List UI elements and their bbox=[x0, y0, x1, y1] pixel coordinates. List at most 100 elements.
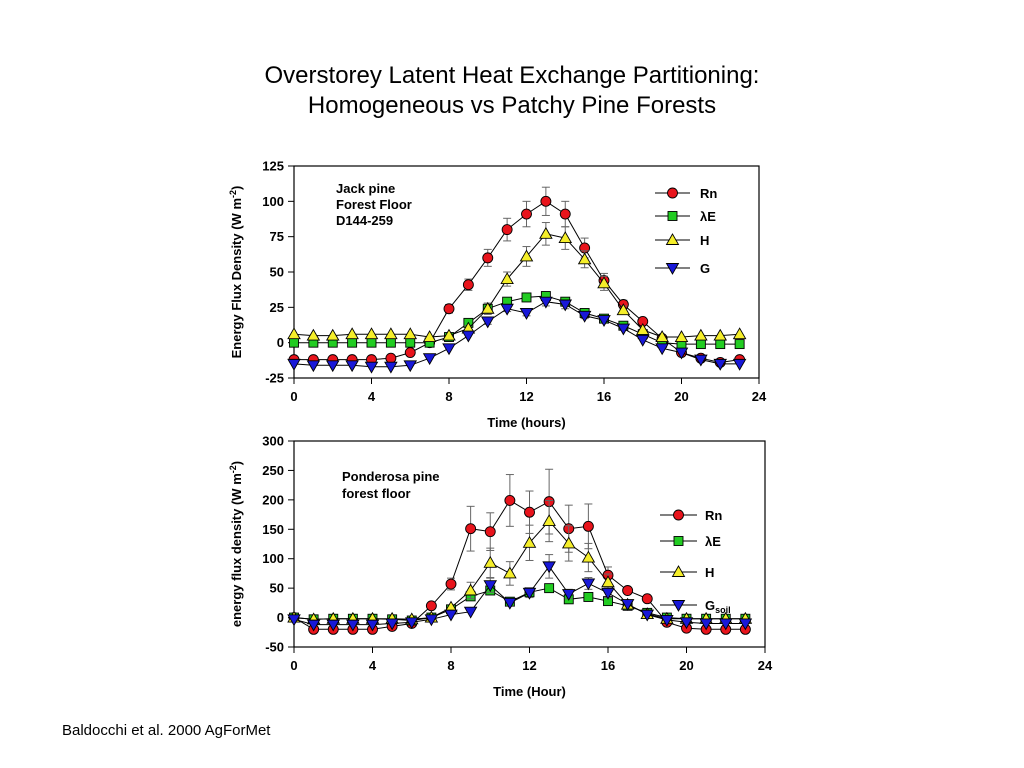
data-point bbox=[463, 583, 478, 596]
data-point bbox=[542, 561, 556, 574]
legend-marker bbox=[671, 600, 686, 612]
series-H bbox=[287, 222, 747, 342]
data-point bbox=[306, 619, 321, 632]
data-point bbox=[674, 330, 689, 342]
chart-annotation: Ponderosa pine bbox=[342, 469, 440, 484]
data-point bbox=[366, 337, 377, 348]
data-point bbox=[442, 328, 456, 341]
y-axis-label: Energy Flux Density (W m-2) bbox=[228, 186, 244, 359]
data-point bbox=[484, 526, 496, 538]
legend-item-Rn: Rn bbox=[655, 186, 717, 201]
data-point bbox=[577, 310, 592, 323]
legend-label: λE bbox=[705, 534, 721, 549]
data-point bbox=[364, 327, 379, 340]
legend-item-LE: λE bbox=[660, 534, 721, 549]
data-point bbox=[346, 619, 360, 632]
data-point bbox=[462, 279, 474, 291]
data-point bbox=[500, 303, 514, 316]
data-point bbox=[325, 328, 340, 341]
y-tick-label: 250 bbox=[262, 463, 284, 478]
data-point bbox=[384, 327, 398, 340]
data-point bbox=[519, 308, 534, 320]
data-point bbox=[404, 617, 419, 630]
data-point bbox=[483, 555, 498, 568]
data-point bbox=[364, 361, 379, 374]
data-point bbox=[601, 587, 615, 600]
series-G bbox=[287, 554, 753, 632]
data-point bbox=[732, 327, 747, 340]
data-point bbox=[715, 339, 726, 350]
data-point bbox=[699, 618, 713, 631]
y-tick-label: 100 bbox=[262, 551, 284, 566]
legend-marker bbox=[667, 187, 678, 199]
data-point bbox=[521, 292, 532, 303]
data-point bbox=[442, 343, 456, 356]
y-tick-label: 150 bbox=[262, 522, 284, 537]
y-tick-label: 200 bbox=[262, 492, 284, 507]
data-point bbox=[501, 224, 513, 236]
legend-item-G: Gsoil bbox=[660, 598, 731, 615]
legend-marker bbox=[673, 509, 684, 521]
data-point bbox=[582, 520, 594, 532]
citation: Baldocchi et al. 2000 AgForMet bbox=[62, 722, 271, 739]
data-point bbox=[522, 535, 537, 548]
legend-marker bbox=[673, 536, 684, 546]
data-point bbox=[325, 360, 340, 373]
data-point bbox=[679, 617, 694, 630]
data-point bbox=[620, 599, 635, 611]
x-tick-label: 0 bbox=[290, 389, 297, 404]
data-point bbox=[289, 337, 299, 348]
data-point bbox=[655, 343, 669, 356]
data-point bbox=[287, 614, 301, 627]
chart-annotation: Jack pine bbox=[336, 181, 395, 196]
data-point bbox=[713, 328, 728, 341]
data-point bbox=[540, 195, 552, 207]
y-tick-label: -25 bbox=[265, 371, 284, 386]
data-point bbox=[694, 328, 708, 341]
y-tick-label: 75 bbox=[270, 229, 284, 244]
y-tick-label: 25 bbox=[270, 300, 284, 315]
data-point bbox=[384, 361, 398, 374]
data-point bbox=[694, 354, 708, 367]
data-point bbox=[480, 316, 495, 329]
x-tick-label: 8 bbox=[445, 389, 452, 404]
y-tick-label: 0 bbox=[277, 610, 284, 625]
chart-annotation: D144-259 bbox=[336, 213, 393, 228]
data-point bbox=[581, 578, 596, 591]
data-point bbox=[306, 328, 321, 341]
data-point bbox=[738, 618, 753, 631]
data-point bbox=[504, 494, 516, 506]
data-point bbox=[465, 523, 477, 535]
y-axis-label: energy flux density (W m-2) bbox=[228, 461, 244, 627]
data-point bbox=[444, 609, 458, 622]
data-point bbox=[385, 618, 399, 631]
data-point bbox=[558, 231, 573, 244]
data-point bbox=[385, 337, 396, 348]
series-G bbox=[287, 296, 747, 374]
legend-label: H bbox=[705, 565, 714, 580]
data-point bbox=[425, 600, 437, 612]
legend-label: Rn bbox=[700, 186, 717, 201]
x-tick-label: 20 bbox=[679, 658, 693, 673]
data-point bbox=[347, 337, 358, 348]
x-tick-label: 20 bbox=[674, 389, 688, 404]
x-tick-label: 0 bbox=[290, 658, 297, 673]
data-point bbox=[583, 592, 594, 602]
data-point bbox=[404, 347, 416, 359]
data-point bbox=[577, 252, 592, 265]
chart-annotation: forest floor bbox=[342, 486, 411, 501]
data-point bbox=[422, 330, 437, 342]
data-point bbox=[422, 353, 437, 366]
x-axis-label: Time (Hour) bbox=[493, 684, 566, 699]
legend-label: G bbox=[700, 261, 710, 276]
legend-item-Rn: Rn bbox=[660, 508, 722, 523]
legend-marker bbox=[667, 211, 678, 221]
y-tick-label: 50 bbox=[270, 265, 284, 280]
x-tick-label: 24 bbox=[758, 658, 773, 673]
data-point bbox=[597, 276, 611, 289]
data-point bbox=[732, 358, 747, 371]
x-tick-label: 16 bbox=[601, 658, 615, 673]
data-point bbox=[463, 606, 478, 619]
data-point bbox=[326, 619, 341, 632]
data-point bbox=[695, 339, 706, 350]
